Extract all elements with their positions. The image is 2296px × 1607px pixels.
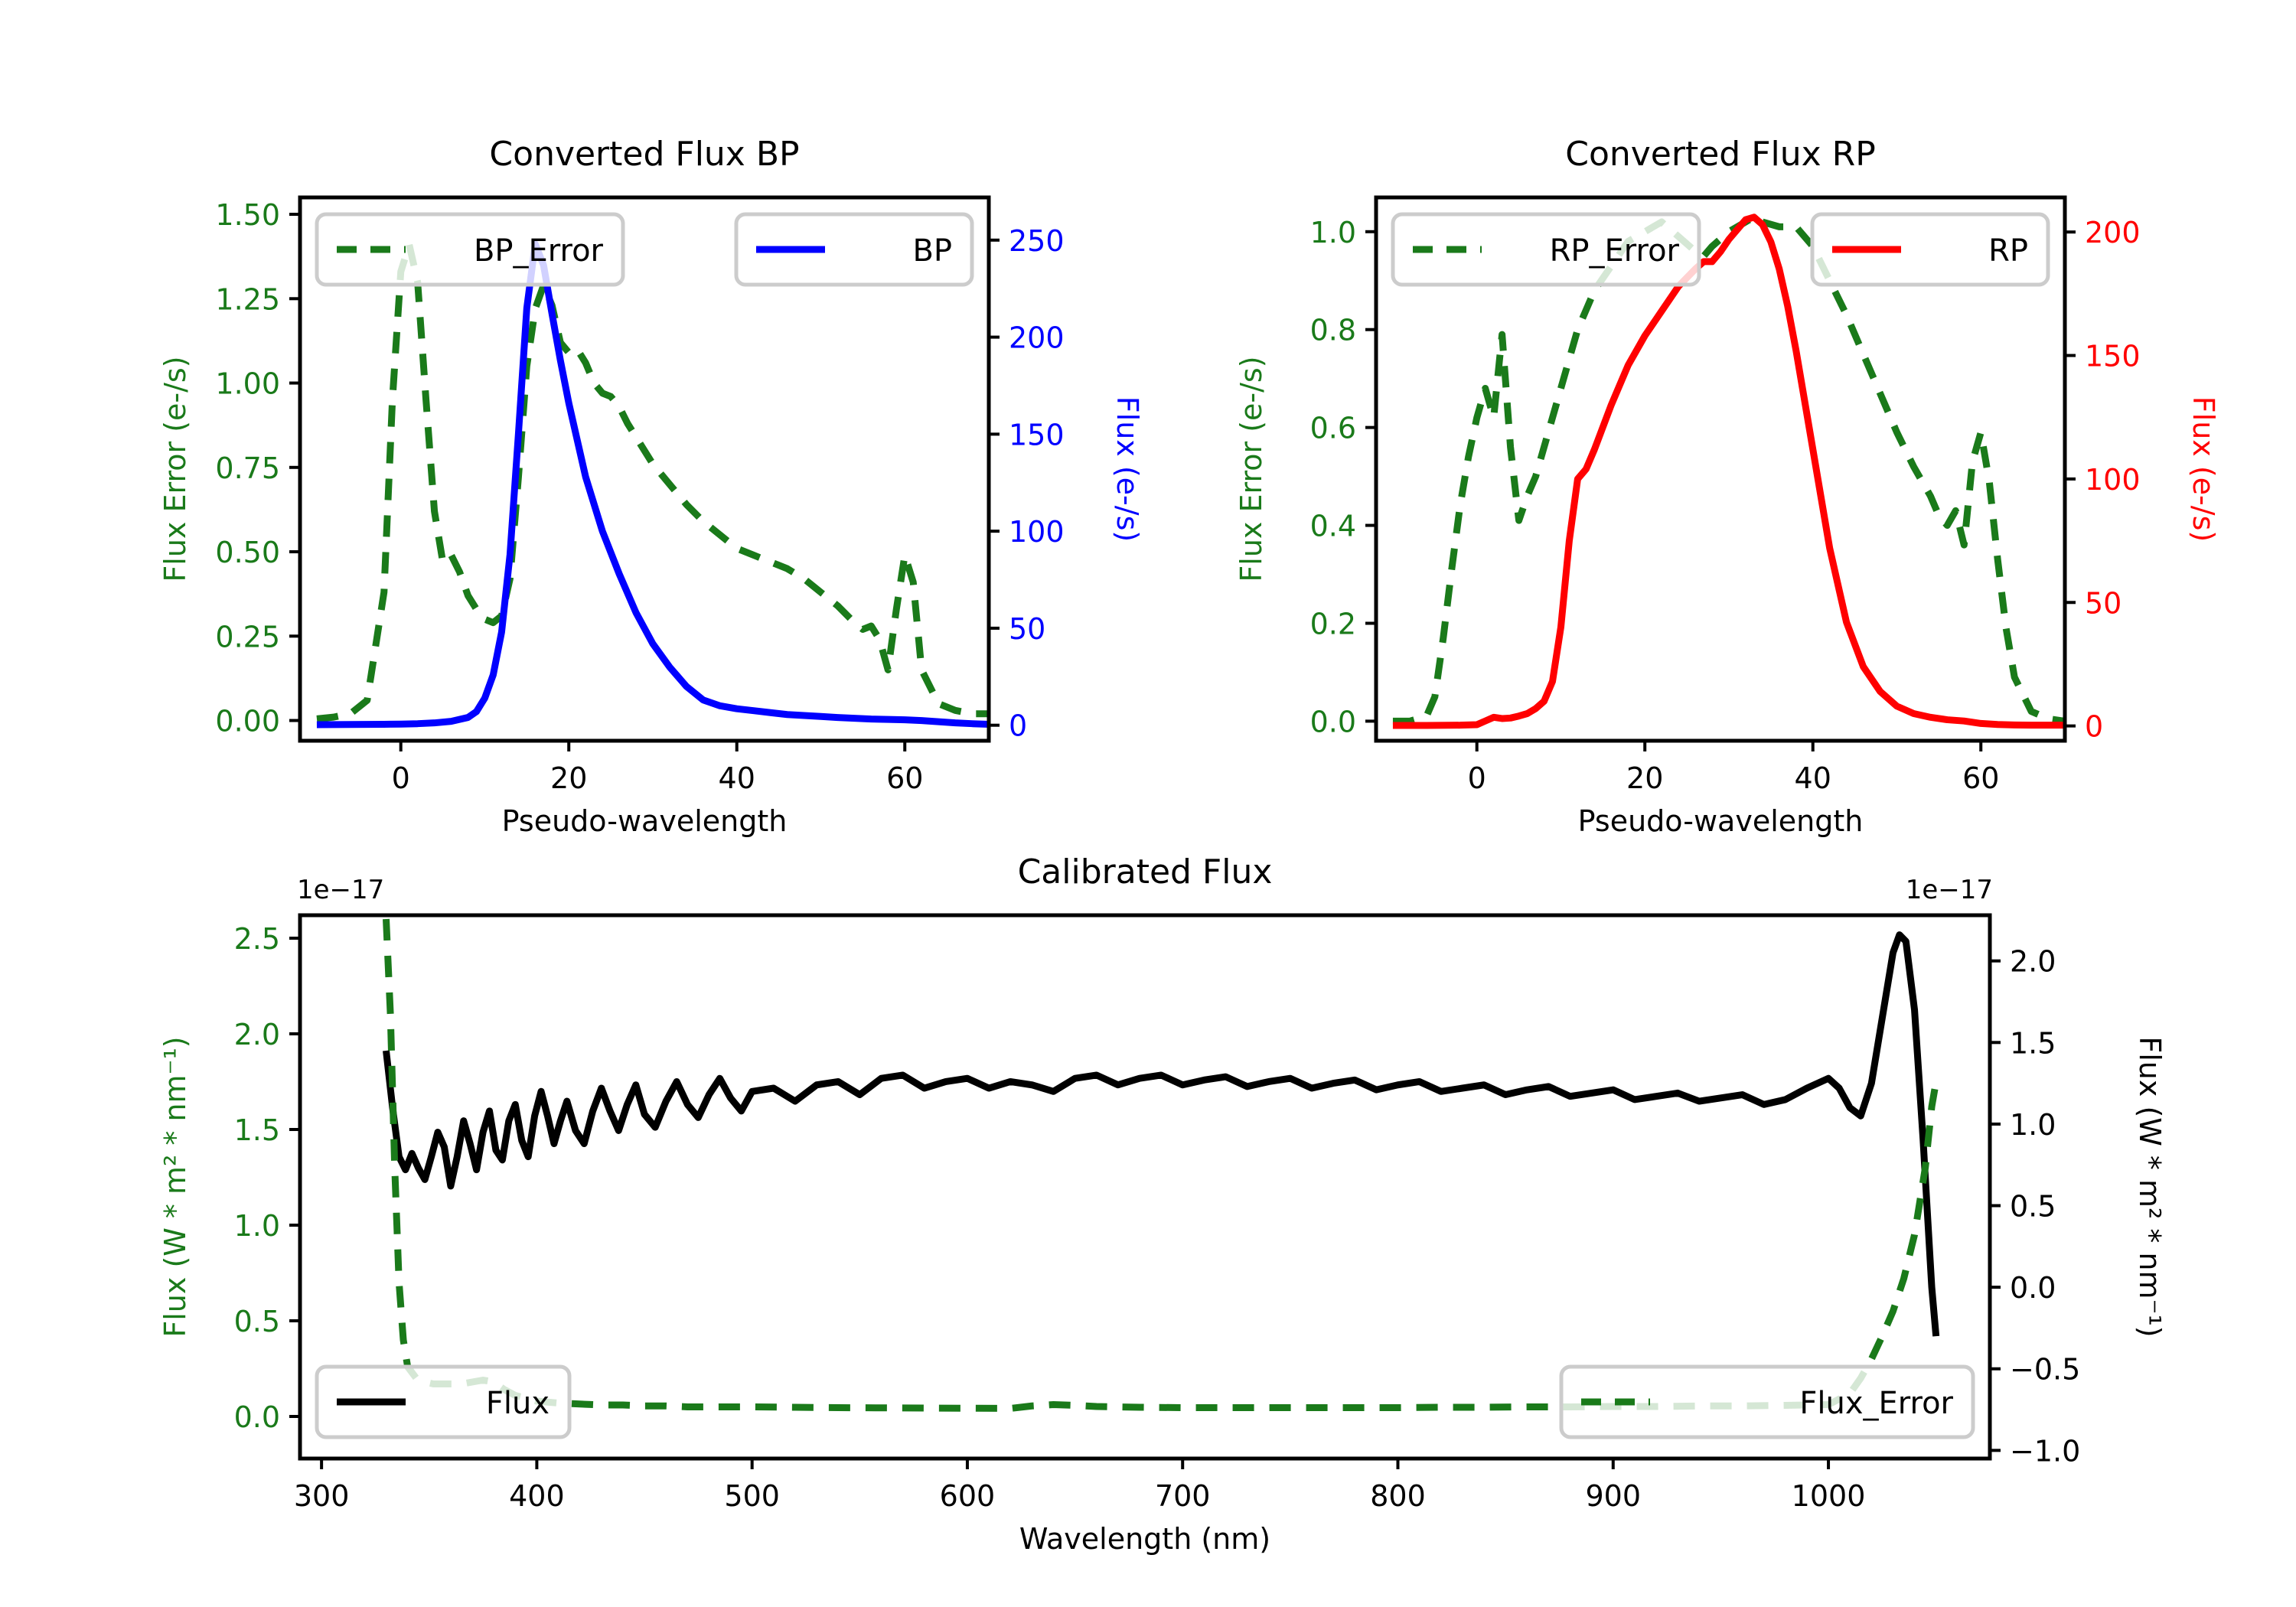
y2-tick-label: 150 <box>1009 418 1065 451</box>
legend-label: Flux <box>486 1386 550 1421</box>
series-bp <box>316 240 990 729</box>
y2-tick-label: −0.5 <box>2010 1353 2080 1387</box>
y-tick-label: 0.25 <box>215 620 280 654</box>
y2-tick-label: 100 <box>1009 515 1065 549</box>
legend-flux[interactable]: Flux <box>315 1364 572 1439</box>
y-tick-label: 0.6 <box>1310 412 1356 445</box>
legend-label: BP <box>912 233 952 269</box>
y2-tick-label: 0.5 <box>2010 1190 2056 1224</box>
panel-title: Converted Flux RP <box>1565 135 1876 174</box>
legend-box <box>734 212 974 287</box>
x-tick-label: 0 <box>1468 761 1486 795</box>
left-offset-text: 1e−17 <box>297 875 384 905</box>
axes-frame <box>298 913 1992 1461</box>
x-tick-label: 40 <box>1795 761 1831 795</box>
y-tick-label: 1.5 <box>234 1113 280 1147</box>
x-tick-label: 800 <box>1370 1479 1426 1513</box>
y2-tick-label: 50 <box>1009 612 1045 646</box>
legend-label: RP_Error <box>1550 233 1680 269</box>
legend-flux[interactable]: BP <box>734 212 974 287</box>
series-flux <box>383 931 1940 1337</box>
x-tick-label: 500 <box>724 1479 780 1513</box>
y-tick-label: 1.0 <box>1310 216 1356 249</box>
y-axis-label: Flux Error (e-/s) <box>158 356 192 582</box>
x-tick-label: 900 <box>1586 1479 1642 1513</box>
x-tick-label: 40 <box>719 761 755 795</box>
x-axis-label: Wavelength (nm) <box>1019 1522 1270 1556</box>
series-flux-error <box>383 918 1940 1412</box>
y-axis-label: Flux (W * m² * nm⁻¹) <box>158 1036 192 1337</box>
legend-flux-error[interactable]: Flux_Error <box>1559 1364 1975 1439</box>
y2-tick-label: 0 <box>1009 709 1027 743</box>
y2-tick-label: 1.5 <box>2010 1026 2056 1060</box>
legend-box <box>1810 212 2050 287</box>
series-rp-error <box>1392 214 2066 725</box>
y-tick-label: 0.8 <box>1310 314 1356 347</box>
x-tick-label: 600 <box>940 1479 996 1513</box>
x-tick-label: 700 <box>1155 1479 1211 1513</box>
y2-axis-label: Flux (e-/s) <box>1110 396 1144 542</box>
x-tick-label: 1000 <box>1792 1479 1866 1513</box>
y-tick-label: 2.0 <box>234 1018 280 1051</box>
y2-tick-label: 2.0 <box>2010 945 2056 979</box>
axes-frame <box>1374 195 2067 743</box>
legend-error[interactable]: RP_Error <box>1391 212 1701 287</box>
x-tick-label: 60 <box>886 761 923 795</box>
axes-frame <box>298 195 991 743</box>
legend-flux[interactable]: RP <box>1810 212 2050 287</box>
y-tick-label: 1.0 <box>234 1209 280 1243</box>
y-tick-label: 1.25 <box>215 282 280 316</box>
y-tick-label: 0.0 <box>1310 705 1356 738</box>
x-tick-label: 400 <box>509 1479 565 1513</box>
x-tick-label: 0 <box>392 761 410 795</box>
x-tick-label: 20 <box>1626 761 1663 795</box>
y2-tick-label: 200 <box>1009 321 1065 355</box>
y2-tick-label: 100 <box>2085 463 2141 497</box>
y-tick-label: 2.5 <box>234 922 280 956</box>
series-bp-error <box>316 241 989 722</box>
y2-tick-label: 0 <box>2085 710 2103 744</box>
y-tick-label: 1.50 <box>215 198 280 232</box>
legend-box <box>1559 1364 1975 1439</box>
panel-title: Converted Flux BP <box>489 135 799 174</box>
legend-box <box>315 212 625 287</box>
y2-tick-label: 150 <box>2085 340 2141 373</box>
legend-label: RP <box>1988 233 2028 269</box>
y2-tick-label: −1.0 <box>2010 1434 2080 1468</box>
rp-panel: Converted Flux RP 0 20 40 60 Pseudo-wavelengt… <box>1234 135 2220 838</box>
y2-axis-label: Flux (e-/s) <box>2187 396 2220 542</box>
y-axis-label: Flux Error (e-/s) <box>1234 356 1268 582</box>
y2-tick-label: 0.0 <box>2010 1271 2056 1305</box>
y2-tick-label: 1.0 <box>2010 1108 2056 1142</box>
y-tick-label: 0.4 <box>1310 510 1356 543</box>
legend-box <box>1391 212 1701 287</box>
y-tick-label: 0.2 <box>1310 607 1356 641</box>
right-offset-text: 1e−17 <box>1906 875 1993 905</box>
legend-label: Flux_Error <box>1799 1386 1953 1421</box>
y-tick-label: 0.50 <box>215 536 280 569</box>
x-axis-label: Pseudo-wavelength <box>1578 804 1864 838</box>
legend-error[interactable]: BP_Error <box>315 212 625 287</box>
y-tick-label: 0.75 <box>215 451 280 485</box>
y-tick-label: 0.5 <box>234 1305 280 1338</box>
legend-box <box>315 1364 572 1439</box>
calibrated-panel: Calibrated Flux 1e−17 1e−17 300 400 500 600 700… <box>158 852 2167 1556</box>
y2-tick-label: 200 <box>2085 216 2141 249</box>
x-tick-label: 60 <box>1962 761 1999 795</box>
legend-label: BP_Error <box>474 233 604 269</box>
y-tick-label: 0.00 <box>215 705 280 738</box>
bp-panel: Converted Flux BP 0 20 40 60 Pseudo-wavelengt… <box>158 135 1144 838</box>
y2-axis-label: Flux (W * m² * nm⁻¹) <box>2133 1036 2167 1337</box>
x-tick-label: 300 <box>294 1479 350 1513</box>
panel-title: Calibrated Flux <box>1018 852 1273 892</box>
y-tick-label: 1.00 <box>215 367 280 401</box>
series-rp <box>1392 214 2065 729</box>
y-tick-label: 0.0 <box>234 1400 280 1434</box>
x-tick-label: 20 <box>550 761 587 795</box>
y2-tick-label: 250 <box>1009 224 1065 258</box>
x-axis-label: Pseudo-wavelength <box>502 804 788 838</box>
y2-tick-label: 50 <box>2085 586 2122 620</box>
